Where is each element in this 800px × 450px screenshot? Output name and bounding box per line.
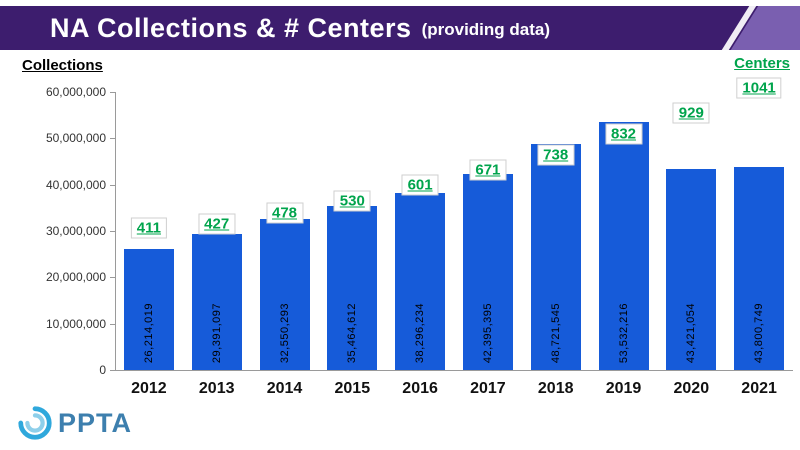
bar-value-label: 42,395,395 <box>481 302 494 363</box>
x-axis-label: 2017 <box>470 380 506 397</box>
bar-value-label: 32,550,293 <box>278 302 291 363</box>
slide-title: NA Collections & # Centers <box>50 12 412 43</box>
logo-swirl-icon <box>18 406 52 440</box>
centers-value-label: 929 <box>672 102 710 124</box>
centers-value-label: 832 <box>604 123 643 145</box>
centers-value-label: 601 <box>401 174 439 196</box>
axis-title-centers: Centers <box>734 55 790 72</box>
y-tick-label: 30,000,000 <box>45 224 106 238</box>
bar: 38,296,234 <box>395 192 446 370</box>
bar-value-label: 43,421,054 <box>685 302 698 363</box>
centers-value-label: 530 <box>333 190 371 212</box>
centers-value-label: 478 <box>265 202 304 224</box>
axis-title-collections: Collections <box>22 57 103 74</box>
x-axis-label: 2019 <box>605 380 642 397</box>
bar: 48,721,545 <box>530 144 581 370</box>
bar: 35,464,612 <box>327 205 378 370</box>
bar-value-label: 43,800,749 <box>753 302 766 363</box>
y-tick-mark <box>110 323 115 325</box>
y-tick-label: 0 <box>99 363 106 377</box>
x-axis-label: 2021 <box>741 380 777 397</box>
slide-subtitle: (providing data) <box>421 20 551 39</box>
y-tick-mark <box>110 231 115 232</box>
y-tick-label: 40,000,000 <box>45 177 106 192</box>
y-tick-mark <box>110 277 115 279</box>
ppta-logo: PPTA <box>16 404 132 442</box>
bar-value-label: 48,721,545 <box>549 302 562 363</box>
bar-value-label: 38,296,234 <box>414 302 427 363</box>
bar: 32,550,293 <box>259 219 310 370</box>
bar: 29,391,097 <box>191 233 242 370</box>
bar: 26,214,019 <box>123 248 174 370</box>
bar: 43,800,749 <box>734 167 785 370</box>
bar-value-label: 26,214,019 <box>142 302 155 363</box>
y-tick-mark <box>110 370 115 371</box>
bar: 43,421,054 <box>666 168 717 370</box>
header-bar: NA Collections & # Centers (providing da… <box>0 6 800 50</box>
bar-value-label: 35,464,612 <box>346 302 359 363</box>
x-axis-label: 2020 <box>673 380 710 397</box>
x-axis-label: 2014 <box>266 380 303 397</box>
y-tick-label: 20,000,000 <box>45 270 106 285</box>
x-axis-label: 2016 <box>402 380 438 397</box>
centers-value-label: 738 <box>537 144 575 166</box>
centers-value-label: 671 <box>469 159 507 181</box>
x-axis-label: 2018 <box>537 380 574 397</box>
x-axis-label: 2012 <box>131 380 167 397</box>
bar-value-label: 53,532,216 <box>617 302 630 363</box>
y-axis-line <box>115 92 116 370</box>
y-tick-label: 60,000,000 <box>45 85 106 99</box>
x-axis-label: 2015 <box>334 380 371 397</box>
bar-value-label: 29,391,097 <box>210 302 223 363</box>
y-tick-mark <box>110 92 115 93</box>
x-axis-label: 2013 <box>198 380 235 397</box>
x-axis-line <box>115 370 793 371</box>
y-tick-mark <box>110 184 115 186</box>
logo-text: PPTA <box>58 407 133 438</box>
centers-value-label: 427 <box>198 213 236 235</box>
bar: 53,532,216 <box>598 121 649 370</box>
y-tick-mark <box>110 138 115 140</box>
header-title-group: NA Collections & # Centers (providing da… <box>50 6 550 50</box>
y-tick-label: 10,000,000 <box>45 316 106 331</box>
centers-value-label: 411 <box>130 217 167 239</box>
bar: 42,395,395 <box>462 173 513 370</box>
centers-value-label: 1041 <box>736 77 782 99</box>
y-tick-label: 50,000,000 <box>45 131 106 146</box>
